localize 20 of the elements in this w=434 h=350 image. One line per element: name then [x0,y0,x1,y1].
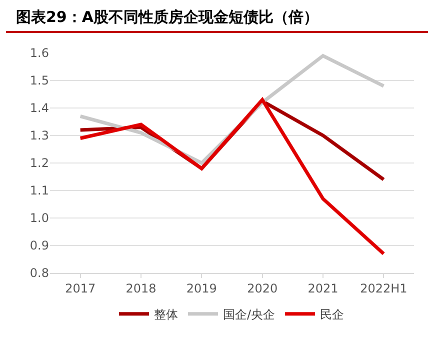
y-tick-label: 0.9 [30,238,49,253]
line-series [78,98,386,256]
y-tick-label: 1.6 [30,46,49,60]
y-tick-label: 1.5 [30,74,49,88]
y-tick-label: 1.1 [30,184,49,198]
x-tick-label: 2019 [186,281,217,296]
legend-label: 整体 [154,308,178,322]
x-tick-label: 2018 [126,281,156,296]
chart-title: 图表29：A股不同性质房企现金短债比（倍） [6,0,428,33]
x-tick-label: 2022H1 [360,281,408,296]
x-tick-label: 2021 [308,281,338,296]
y-tick-label: 0.8 [30,266,49,280]
legend-label: 国企/央企 [223,308,276,322]
y-tick-label: 1.0 [30,211,49,226]
x-tick-label: 2020 [247,281,278,296]
y-tick-label: 1.4 [30,101,49,116]
legend-label: 民企 [320,308,344,322]
y-tick-label: 1.3 [30,128,49,143]
y-tick-label: 1.2 [30,156,49,170]
x-tick-label: 2017 [65,281,96,296]
